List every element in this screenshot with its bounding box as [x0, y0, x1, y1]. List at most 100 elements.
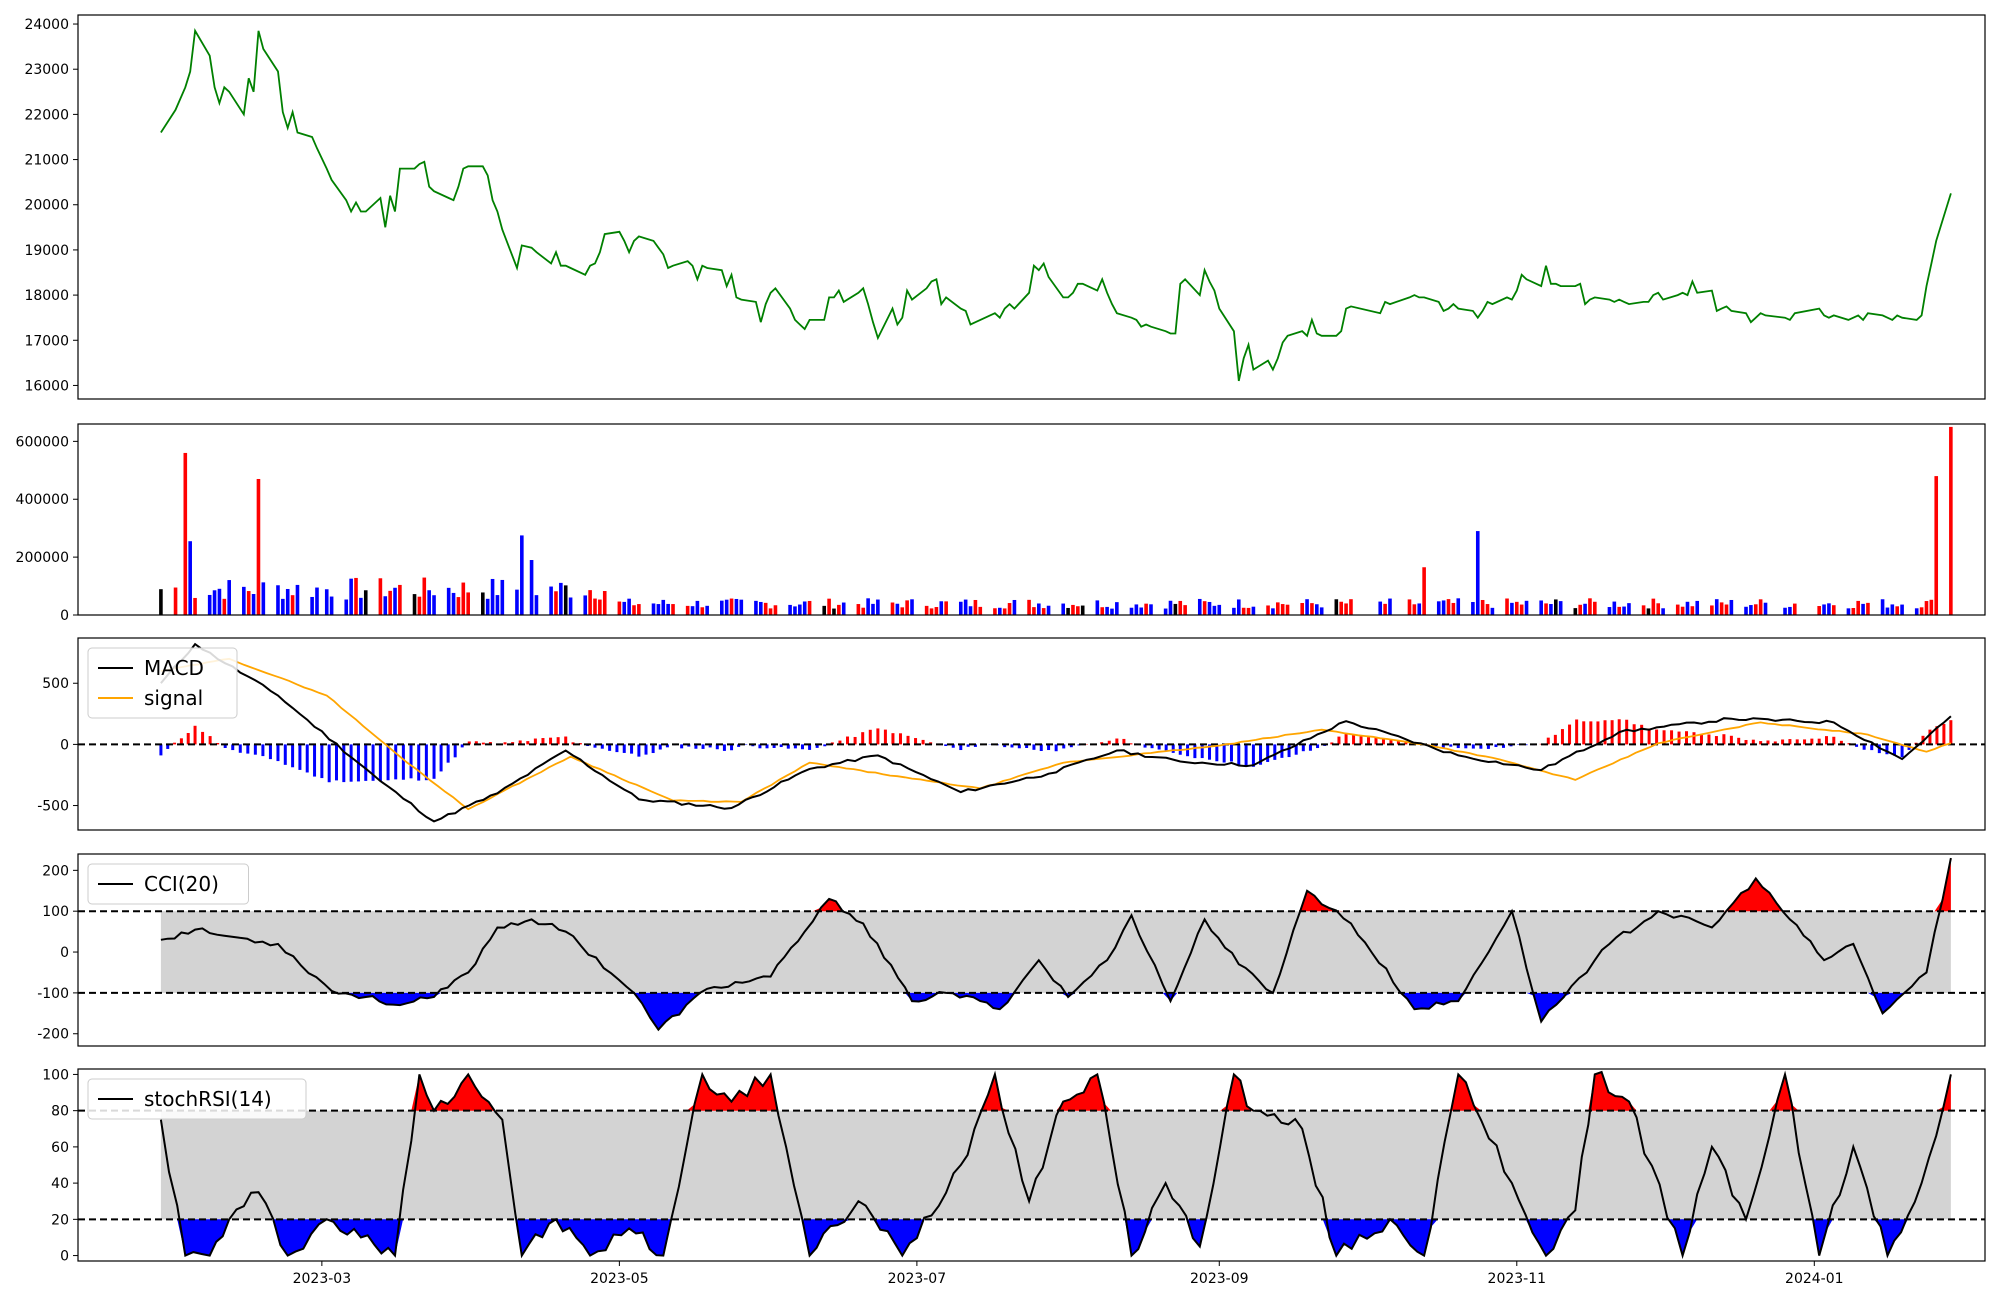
- volume-bar: [1827, 603, 1831, 615]
- macd-histogram-bar: [680, 744, 683, 748]
- volume-bar: [1642, 605, 1646, 615]
- volume-bar: [1408, 599, 1412, 615]
- y-tick-label: 24000: [24, 17, 69, 33]
- volume-bar: [1554, 599, 1558, 615]
- macd-histogram-bar: [194, 726, 197, 745]
- macd-histogram-bar: [1942, 724, 1945, 744]
- volume-bar: [466, 592, 470, 615]
- volume-bar: [1252, 607, 1256, 615]
- volume-bar: [1491, 608, 1495, 615]
- volume-bar: [1027, 600, 1031, 615]
- volume-bar: [1422, 567, 1426, 615]
- volume-bar: [627, 599, 631, 615]
- macd-histogram-bar: [1186, 744, 1189, 756]
- volume-bar: [1505, 598, 1509, 615]
- macd-histogram-bar: [526, 741, 529, 744]
- volume-bar: [891, 603, 895, 615]
- macd-histogram-bar: [159, 744, 162, 755]
- volume-bar: [1081, 606, 1085, 615]
- macd-histogram-bar: [1670, 730, 1673, 744]
- volume-bar: [583, 595, 587, 615]
- volume-bar: [1305, 599, 1309, 615]
- volume-bar: [1764, 603, 1768, 615]
- volume-bar: [1749, 605, 1753, 615]
- volume-bar: [1588, 598, 1592, 615]
- volume-bar: [447, 588, 451, 615]
- volume-bar: [208, 595, 212, 615]
- y-tick-label: 0: [60, 737, 69, 753]
- volume-bar: [705, 606, 709, 615]
- volume-bar: [1442, 600, 1446, 615]
- volume-bar: [554, 591, 558, 615]
- macd-histogram-bar: [1730, 736, 1733, 745]
- macd-histogram-bar: [269, 744, 272, 759]
- volume-bar: [242, 587, 246, 615]
- volume-bar: [700, 607, 704, 615]
- volume-bar: [1315, 604, 1319, 615]
- macd-histogram-bar: [861, 732, 864, 744]
- macd-histogram-bar: [1655, 730, 1658, 745]
- volume-bar: [1617, 607, 1621, 615]
- y-tick-label: 23000: [24, 62, 69, 78]
- volume-bar: [857, 604, 861, 615]
- volume-bar: [1676, 605, 1680, 615]
- y-tick-label: 22000: [24, 107, 69, 123]
- volume-bar: [1105, 607, 1109, 615]
- volume-bar: [1900, 605, 1904, 615]
- volume-bar: [1300, 603, 1304, 615]
- macd-histogram-bar: [1633, 724, 1636, 744]
- volume-bar: [666, 604, 670, 615]
- macd-histogram-bar: [630, 744, 633, 753]
- macd-histogram-bar: [306, 744, 309, 772]
- volume-bar: [876, 600, 880, 615]
- macd-histogram-bar: [335, 744, 338, 780]
- volume-bar: [803, 601, 807, 615]
- y-tick-label: 40: [51, 1176, 69, 1192]
- volume-bar: [1656, 603, 1660, 615]
- volume-bar: [398, 585, 402, 615]
- macd-histogram-bar: [1288, 744, 1291, 757]
- volume-bar: [925, 606, 929, 615]
- volume-bar: [1949, 427, 1953, 615]
- macd-histogram-bar: [1575, 719, 1578, 744]
- stochrsi-band: [161, 1111, 1951, 1220]
- cci-band: [161, 911, 1951, 993]
- macd-histogram-bar: [1367, 737, 1370, 744]
- volume-bar: [1695, 601, 1699, 615]
- volume-bar: [1822, 604, 1826, 615]
- macd-histogram-bar: [1832, 737, 1835, 745]
- macd-histogram-bar: [1352, 734, 1355, 744]
- volume-bar: [774, 605, 778, 615]
- volume-bar: [1437, 601, 1441, 615]
- x-tick-label: 2023-05: [590, 1271, 649, 1287]
- macd-histogram-bar: [884, 730, 887, 745]
- cci-overbought-fill: [161, 858, 1951, 911]
- legend-label: stochRSI(14): [144, 1087, 272, 1111]
- macd-histogram-bar: [440, 744, 443, 771]
- macd-histogram-bar: [239, 744, 242, 752]
- volume-bar: [213, 590, 217, 615]
- macd-histogram-bar: [1692, 732, 1695, 744]
- volume-bar: [632, 605, 636, 615]
- volume-bar: [1783, 608, 1787, 615]
- y-tick-label: 60: [51, 1140, 69, 1156]
- macd-histogram-bar: [637, 744, 640, 756]
- volume-bar: [788, 605, 792, 615]
- volume-bar: [671, 604, 675, 615]
- stochrsi-overbought-fill: [161, 1072, 1951, 1111]
- macd-histogram-bar: [869, 730, 872, 745]
- volume-bar: [1100, 607, 1104, 615]
- volume-bar: [1852, 608, 1856, 615]
- volume-bar: [1047, 606, 1051, 615]
- volume-bar: [1647, 608, 1651, 615]
- legend-label: CCI(20): [144, 872, 219, 896]
- volume-bar: [588, 590, 592, 615]
- macd-histogram-bar: [187, 733, 190, 744]
- volume-bar: [174, 588, 178, 615]
- volume-bar: [622, 602, 626, 615]
- volume-bar: [998, 608, 1002, 615]
- macd-histogram-bar: [1625, 720, 1628, 745]
- volume-bar: [1934, 476, 1938, 615]
- volume-bar: [559, 583, 563, 615]
- macd-histogram-bar: [1949, 720, 1952, 744]
